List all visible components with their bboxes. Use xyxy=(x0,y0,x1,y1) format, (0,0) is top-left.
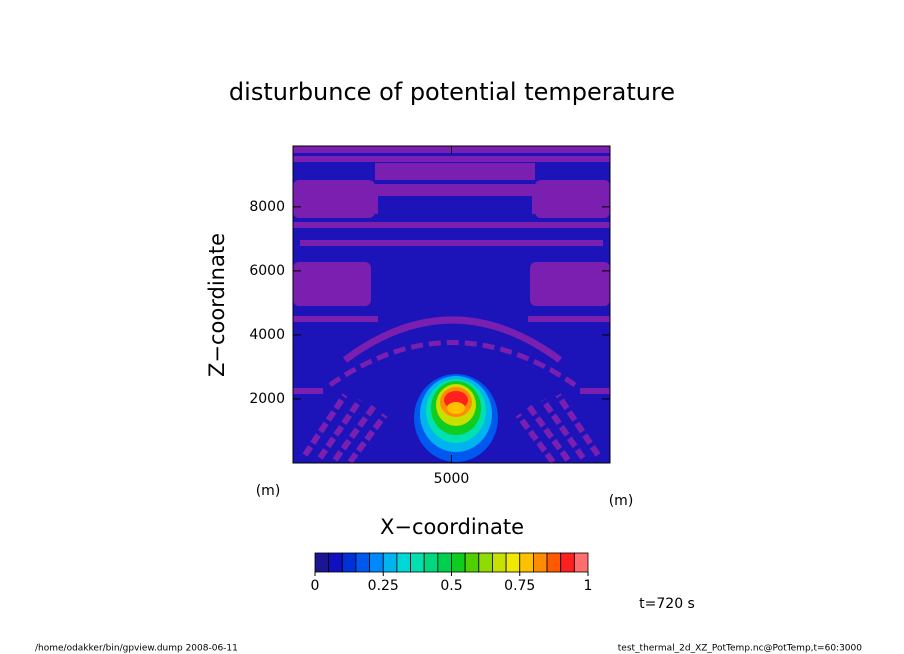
colorbar-box xyxy=(396,552,411,573)
y-tick-label: 2000 xyxy=(249,391,285,407)
colorbar-box xyxy=(355,552,371,573)
colorbar-box xyxy=(478,552,493,573)
colorbar-tick-label: 0.25 xyxy=(368,578,399,594)
colorbar-box xyxy=(505,552,521,573)
colorbar-box xyxy=(382,552,398,573)
colorbar-tick-label: 0.5 xyxy=(440,578,462,594)
colorbar-box xyxy=(519,552,534,573)
y-unit: (m) xyxy=(256,483,281,499)
colorbar-box xyxy=(533,552,548,573)
y-axis-label: Z−coordinate xyxy=(205,233,229,377)
x-unit: (m) xyxy=(609,493,634,509)
x-tick-label: 5000 xyxy=(434,471,470,487)
colorbar-box xyxy=(437,552,452,573)
colorbar-tick-label: 1 xyxy=(584,578,593,594)
colorbar-box xyxy=(423,552,439,573)
colorbar-tick-label: 0.75 xyxy=(504,578,535,594)
contour-field xyxy=(293,146,610,463)
colorbar-box xyxy=(341,552,357,573)
colorbar-box xyxy=(451,552,466,573)
y-tick-label: 4000 xyxy=(249,327,285,343)
colorbar-box xyxy=(464,552,480,573)
colorbar-box xyxy=(410,552,425,573)
y-tick-label: 8000 xyxy=(249,199,285,215)
y-tick-label: 6000 xyxy=(249,263,285,279)
chart-title: disturbunce of potential temperature xyxy=(229,78,675,106)
colorbar-box xyxy=(314,552,330,573)
colorbar-tick-label: 0 xyxy=(311,578,320,594)
colorbar-box xyxy=(328,552,343,573)
colorbar-box xyxy=(573,552,589,573)
footer-left: /home/odakker/bin/gpview.dump 2008-06-11 xyxy=(35,644,238,654)
x-axis-label: X−coordinate xyxy=(380,515,524,539)
colorbar-box xyxy=(560,552,575,573)
annotation: t=720 s xyxy=(639,596,695,612)
footer-right: test_thermal_2d_XZ_PotTemp.nc@PotTemp,t=… xyxy=(618,644,863,654)
colorbar-box xyxy=(369,552,384,573)
colorbar-box xyxy=(492,552,507,573)
colorbar-box xyxy=(546,552,562,573)
